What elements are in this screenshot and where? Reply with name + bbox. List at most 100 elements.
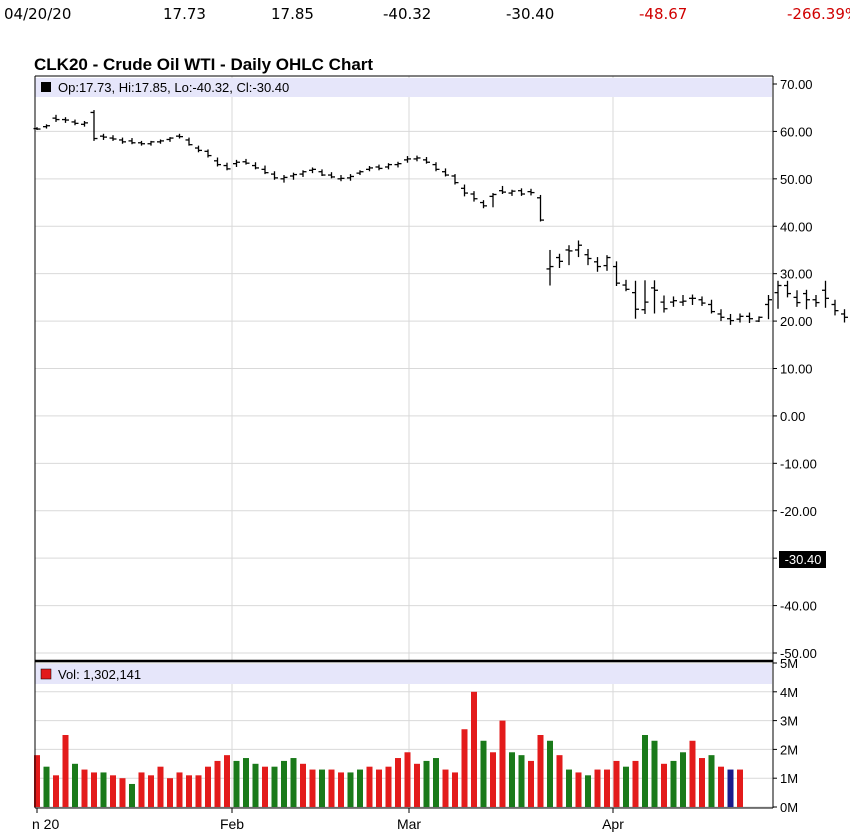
volume-bar — [243, 758, 249, 807]
volume-tick-label: 2M — [780, 742, 798, 757]
volume-bar — [452, 772, 458, 807]
ohlc-bar — [546, 249, 554, 286]
ohlc-bar — [746, 312, 753, 323]
volume-bar — [642, 735, 648, 807]
price-tick-label: -20.00 — [780, 504, 817, 519]
volume-bar — [100, 772, 107, 807]
ohlc-bar — [708, 299, 715, 314]
ohlc-bar — [613, 261, 620, 286]
price-tick-label: 70.00 — [780, 77, 813, 92]
ohlc-bar — [793, 290, 801, 307]
price-tick-label: 60.00 — [780, 124, 813, 139]
date-axis-labels: n 20 Feb Mar Apr — [32, 816, 624, 832]
ohlc-bar — [537, 194, 544, 222]
volume-bar — [376, 769, 382, 807]
ohlc-bar — [337, 175, 345, 182]
volume-bar — [613, 760, 620, 807]
price-legend-text: Op:17.73, Hi:17.85, Lo:-40.32, Cl:-30.40 — [58, 80, 289, 95]
price-tick-label: 40.00 — [780, 219, 813, 234]
ohlc-bar — [765, 295, 772, 320]
volume-bar — [509, 752, 515, 807]
ohlc-bar — [100, 133, 107, 140]
volume-bar — [53, 775, 59, 807]
ohlc-bar — [157, 139, 164, 144]
ohlc-bar — [698, 296, 706, 306]
volume-bar — [499, 720, 506, 807]
ohlc-bar — [109, 135, 117, 141]
volume-bar — [252, 763, 259, 807]
quote-date: 04/20/20 — [4, 5, 72, 23]
ohlc-bar — [660, 295, 668, 313]
volume-bar — [632, 760, 639, 807]
ohlc-bar — [641, 280, 649, 314]
ohlc-bar — [508, 189, 516, 196]
quote-last: -30.40 — [506, 5, 555, 23]
ohlc-bar — [138, 140, 145, 146]
volume-bar — [224, 755, 230, 807]
price-tick-label: 50.00 — [780, 172, 813, 187]
volume-bar — [167, 778, 173, 807]
ohlc-bar — [147, 140, 155, 146]
quote-high: 17.85 — [271, 5, 314, 23]
volume-bar — [708, 755, 715, 807]
volume-bar — [556, 755, 563, 807]
volume-bar — [699, 758, 705, 807]
ohlc-bar — [404, 156, 411, 163]
volume-bar — [480, 740, 487, 807]
ohlc-bar — [204, 149, 212, 158]
volume-bar — [385, 766, 392, 807]
price-tick-label: 0.00 — [780, 409, 805, 424]
ohlc-bar — [432, 162, 440, 172]
volume-bar — [328, 769, 335, 807]
volume-bar — [718, 766, 724, 807]
last-price-tag-text: -30.40 — [785, 552, 822, 567]
volume-bar — [433, 758, 439, 807]
ohlc-bar — [584, 249, 592, 266]
volume-bar — [585, 775, 591, 807]
volume-legend-marker — [40, 668, 52, 680]
volume-bar — [414, 763, 420, 807]
ohlc-bar — [347, 174, 354, 181]
volume-bar — [689, 740, 696, 807]
volume-bar — [62, 735, 69, 807]
volume-bar — [233, 760, 240, 807]
volume-bar — [461, 729, 468, 807]
volume-bar — [528, 760, 534, 807]
volume-bar — [119, 778, 126, 807]
volume-bar — [290, 758, 297, 807]
ohlc-bar — [394, 161, 402, 168]
ohlc-bar — [166, 137, 174, 142]
volume-tick-label: 0M — [780, 800, 798, 815]
ohlc-bar — [356, 170, 364, 176]
volume-bar — [490, 752, 496, 807]
quote-change: -48.67 — [639, 5, 688, 23]
volume-bar — [195, 775, 202, 807]
volume-bar — [537, 735, 544, 807]
ohlc-bar — [90, 110, 98, 141]
ohlc-bar — [252, 162, 259, 170]
volume-bar — [423, 760, 430, 807]
volume-bar — [319, 769, 325, 807]
quote-change-percent: -266.39% — [787, 5, 850, 23]
ohlc-bar — [755, 316, 763, 323]
volume-tick-label: 5M — [780, 656, 798, 671]
volume-bar — [271, 766, 278, 807]
ohlc-bar — [774, 280, 782, 309]
ohlc-bar — [261, 165, 269, 175]
price-legend-marker — [41, 82, 51, 92]
ohlc-bar — [556, 253, 563, 268]
price-tick-label: -10.00 — [780, 456, 817, 471]
ohlc-bar — [299, 170, 307, 177]
ohlc-bar — [176, 133, 183, 139]
volume-bar — [129, 783, 135, 807]
ohlc-bar — [565, 245, 573, 266]
volume-bar — [727, 769, 734, 807]
volume-bar — [680, 752, 686, 807]
ohlc-bar — [812, 295, 820, 307]
ohlc-bar — [594, 257, 601, 272]
ohlc-bar — [442, 168, 449, 177]
ohlc-bar — [575, 240, 582, 258]
ohlc-bar — [480, 200, 487, 209]
ohlc-bar — [214, 157, 221, 167]
volume-bar — [651, 740, 658, 807]
